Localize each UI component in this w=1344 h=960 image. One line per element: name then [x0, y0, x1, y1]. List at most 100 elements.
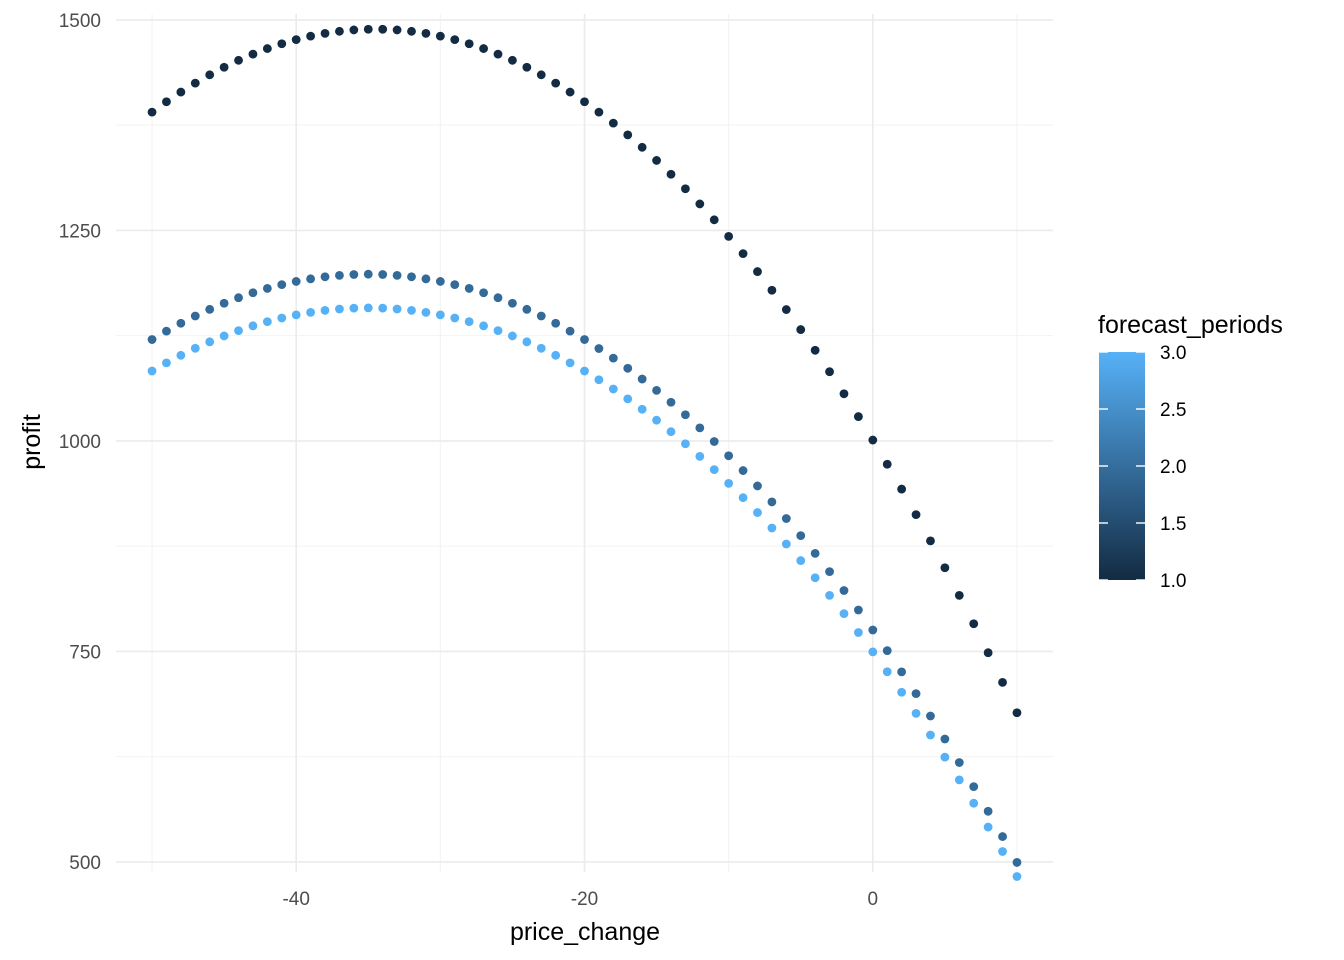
data-point-fp1: [479, 44, 488, 53]
data-point-fp1: [911, 510, 921, 520]
data-point-fp2: [926, 711, 935, 721]
x-axis-title: price_change: [510, 918, 660, 946]
data-point-fp1: [882, 459, 892, 469]
data-point-fp3: [753, 508, 762, 517]
y-tick-label: 1250: [59, 221, 101, 242]
data-point-fp1: [190, 78, 200, 88]
data-point-fp3: [911, 708, 921, 718]
data-point-fp3: [190, 343, 200, 353]
data-point-fp3: [954, 775, 964, 785]
data-point-fp1: [162, 97, 171, 107]
data-point-fp1: [464, 39, 474, 49]
data-point-fp1: [234, 55, 243, 65]
data-point-fp2: [594, 344, 604, 353]
data-point-fp1: [608, 118, 618, 128]
data-point-fp2: [291, 277, 301, 286]
data-point-fp2: [190, 311, 200, 321]
data-point-fp1: [969, 619, 979, 629]
data-point-fp3: [435, 310, 445, 320]
data-point-fp3: [781, 539, 791, 549]
data-point-fp2: [868, 625, 878, 635]
data-point-fp3: [1012, 872, 1022, 881]
data-point-fp1: [378, 24, 388, 34]
data-point-fp2: [162, 326, 171, 336]
legend-label: 1.0: [1160, 571, 1186, 592]
data-point-fp2: [479, 288, 488, 298]
data-point-fp3: [363, 303, 373, 313]
data-point-fp2: [508, 298, 517, 308]
x-tick-label: 0: [868, 889, 879, 910]
data-point-fp3: [796, 556, 806, 565]
data-point-fp2: [969, 782, 979, 792]
data-point-fp2: [335, 270, 344, 280]
data-point-fp1: [435, 31, 445, 41]
data-point-fp3: [349, 303, 359, 313]
data-point-fp2: [378, 270, 388, 279]
data-point-fp2: [652, 385, 661, 395]
data-point-fp1: [421, 28, 431, 38]
data-point-fp1: [1012, 708, 1022, 718]
legend-label: 2.0: [1160, 457, 1186, 478]
data-point-fp3: [998, 847, 1007, 856]
data-point-fp1: [926, 536, 935, 546]
data-point-fp2: [882, 646, 892, 656]
data-point-fp1: [580, 97, 589, 107]
data-point-fp1: [738, 249, 748, 259]
data-point-fp3: [738, 493, 748, 503]
data-point-fp3: [637, 404, 647, 414]
data-point-fp2: [407, 272, 416, 282]
legend-label: 1.5: [1160, 514, 1186, 535]
data-point-fp3: [853, 628, 863, 637]
data-point-fp3: [969, 798, 979, 808]
data-point-fp3: [335, 304, 344, 314]
data-point-fp3: [623, 394, 633, 404]
data-point-fp3: [695, 452, 705, 461]
data-point-fp2: [998, 832, 1007, 841]
data-point-fp2: [493, 293, 503, 303]
y-tick-label: 1000: [59, 432, 101, 453]
data-point-fp2: [709, 437, 719, 446]
data-point-fp3: [162, 358, 171, 368]
data-point-fp3: [479, 321, 488, 331]
data-point-fp2: [248, 288, 258, 298]
data-point-fp2: [262, 284, 272, 293]
data-point-fp3: [306, 307, 316, 317]
data-point-fp1: [450, 35, 460, 44]
data-point-fp1: [248, 49, 258, 59]
data-point-fp2: [738, 466, 748, 475]
data-point-fp2: [666, 397, 676, 407]
data-point-fp3: [536, 343, 546, 353]
data-point-fp1: [709, 215, 719, 225]
data-point-fp1: [868, 435, 878, 445]
data-point-fp2: [522, 304, 532, 314]
data-point-fp2: [911, 689, 921, 699]
data-point-fp3: [608, 384, 618, 394]
data-point-fp3: [724, 478, 734, 488]
data-point-fp1: [219, 62, 229, 72]
data-point-fp1: [983, 648, 993, 658]
y-tick-label: 1500: [59, 11, 101, 32]
data-point-fp3: [378, 303, 388, 313]
data-point-fp2: [320, 272, 330, 282]
data-point-fp3: [940, 752, 950, 762]
data-point-fp3: [262, 317, 272, 327]
data-point-fp2: [580, 335, 589, 344]
data-point-fp1: [335, 26, 344, 36]
data-point-fp2: [681, 410, 690, 420]
data-point-fp1: [681, 184, 690, 194]
data-point-fp2: [349, 270, 359, 279]
data-point-fp3: [464, 317, 474, 327]
data-point-fp1: [262, 44, 272, 53]
data-point-fp2: [1012, 858, 1022, 867]
data-point-fp2: [839, 586, 849, 595]
legend-label: 3.0: [1160, 343, 1186, 364]
data-point-fp1: [493, 49, 503, 59]
data-point-fp1: [825, 367, 834, 377]
data-point-fp2: [392, 270, 402, 280]
data-point-fp1: [277, 39, 287, 49]
data-point-fp1: [205, 70, 215, 80]
legend-title: forecast_periods: [1098, 311, 1283, 339]
data-point-fp3: [234, 326, 243, 336]
data-point-fp3: [407, 305, 416, 315]
